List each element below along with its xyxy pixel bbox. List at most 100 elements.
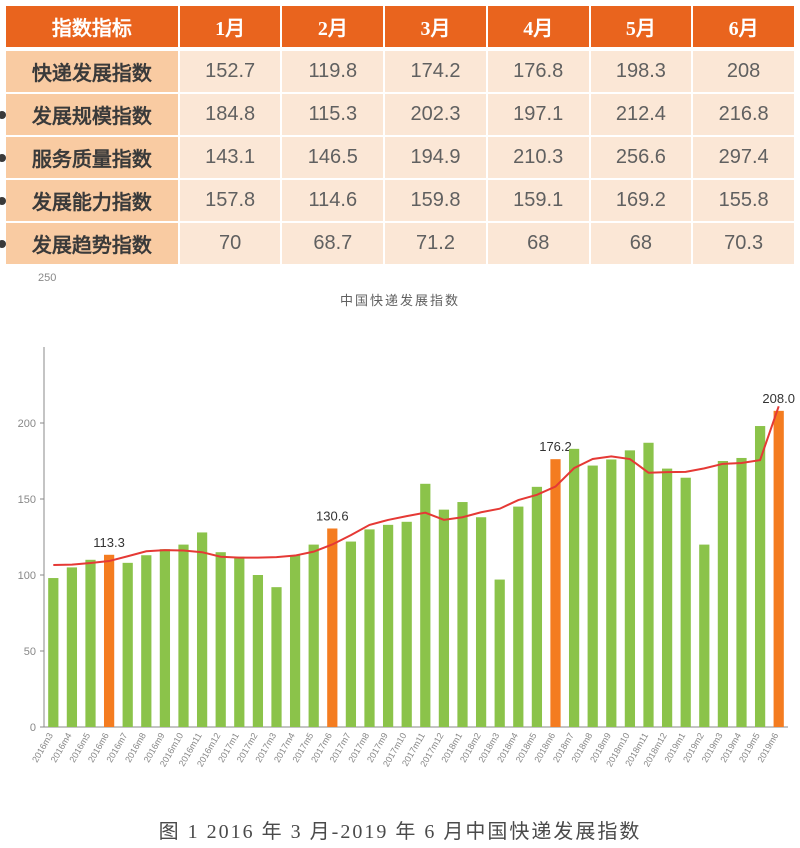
bar [309,545,319,727]
bar [234,557,244,727]
metric-value: 169.2 [590,179,693,222]
metric-value: 159.8 [384,179,487,222]
bar [383,525,393,727]
bar [662,469,672,727]
bar [774,411,784,727]
bar [476,517,486,727]
index-table-body: 快递发展指数152.7119.8174.2176.8198.3208发展规模指数… [4,49,796,266]
hdr-m3: 3月 [384,5,487,48]
metric-value: 208 [692,50,795,93]
metric-value: 194.9 [384,136,487,179]
metric-value: 71.2 [384,222,487,265]
metric-value: 70 [179,222,282,265]
metric-value: 210.3 [487,136,590,179]
metric-label: 发展规模指数 [5,93,179,136]
bar [550,459,560,727]
bar [718,461,728,727]
bar-value-label: 130.6 [316,508,349,523]
hdr-m2: 2月 [281,5,384,48]
bar [625,450,635,727]
table-row: 服务质量指数143.1146.5194.9210.3256.6297.4 [5,136,795,179]
bar-value-label: 113.3 [93,535,125,550]
metric-value: 174.2 [384,50,487,93]
table-row: 快递发展指数152.7119.8174.2176.8198.3208 [5,50,795,93]
table-row: 发展规模指数184.8115.3202.3197.1212.4216.8 [5,93,795,136]
chart-container: 250 中国快递发展指数 0501001502002016m32016m4201… [4,272,796,797]
metric-value: 68 [590,222,693,265]
bar [123,563,133,727]
metric-value: 115.3 [281,93,384,136]
bar [216,552,226,727]
bar [178,545,188,727]
bar [160,549,170,727]
metric-value: 297.4 [692,136,795,179]
metric-value: 256.6 [590,136,693,179]
bar-value-label: 176.2 [539,439,572,454]
metric-value: 68.7 [281,222,384,265]
bar [271,587,281,727]
svg-text:100: 100 [18,570,36,582]
metric-value: 216.8 [692,93,795,136]
chart-title: 中国快递发展指数 [4,290,796,309]
bar [439,510,449,727]
metric-value: 70.3 [692,222,795,265]
table-row: 发展能力指数157.8114.6159.8159.1169.2155.8 [5,179,795,222]
bar [513,507,523,727]
bar [364,529,374,727]
hdr-m4: 4月 [487,5,590,48]
bar [346,542,356,727]
bar [141,555,151,727]
hdr-m6: 6月 [692,5,795,48]
metric-value: 184.8 [179,93,282,136]
hdr-metric: 指数指标 [5,5,179,48]
svg-text:50: 50 [24,646,36,658]
bar [402,522,412,727]
metric-value: 114.6 [281,179,384,222]
bar [48,578,58,727]
metric-value: 152.7 [179,50,282,93]
bar [495,580,505,727]
bar [290,555,300,727]
metric-label: 服务质量指数 [5,136,179,179]
metric-value: 176.8 [487,50,590,93]
metric-value: 202.3 [384,93,487,136]
metric-value: 157.8 [179,179,282,222]
metric-value: 155.8 [692,179,795,222]
metric-value: 119.8 [281,50,384,93]
metric-value: 143.1 [179,136,282,179]
metric-value: 197.1 [487,93,590,136]
table-row: 发展趋势指数7068.771.2686870.3 [5,222,795,265]
metric-label: 发展能力指数 [5,179,179,222]
bar [606,459,616,727]
bar [197,532,207,727]
bar [85,560,95,727]
bar [532,487,542,727]
bar-value-label: 208.0 [762,391,795,406]
bar [569,449,579,727]
metric-label: 快递发展指数 [5,50,179,93]
bar-line-chart: 0501001502002016m32016m42016m52016m6113.… [4,317,796,797]
metric-value: 68 [487,222,590,265]
bar [681,478,691,727]
bar [67,567,77,727]
svg-text:200: 200 [18,418,36,430]
y-max-label: 250 [38,272,796,284]
table-header-row: 指数指标 1月 2月 3月 4月 5月 6月 [5,5,795,48]
bar [736,458,746,727]
bar [588,466,598,727]
bar [104,555,114,727]
metric-label: 发展趋势指数 [5,222,179,265]
bar [755,426,765,727]
bar [643,443,653,727]
svg-text:150: 150 [18,494,36,506]
hdr-m5: 5月 [590,5,693,48]
bar [699,545,709,727]
metric-value: 159.1 [487,179,590,222]
bar [420,484,430,727]
index-table: 指数指标 1月 2月 3月 4月 5月 6月 [4,4,796,49]
figure-caption: 图 1 2016 年 3 月-2019 年 6 月中国快递发展指数 [4,815,796,844]
metric-value: 198.3 [590,50,693,93]
bar [327,528,337,727]
metric-value: 212.4 [590,93,693,136]
bar [457,502,467,727]
